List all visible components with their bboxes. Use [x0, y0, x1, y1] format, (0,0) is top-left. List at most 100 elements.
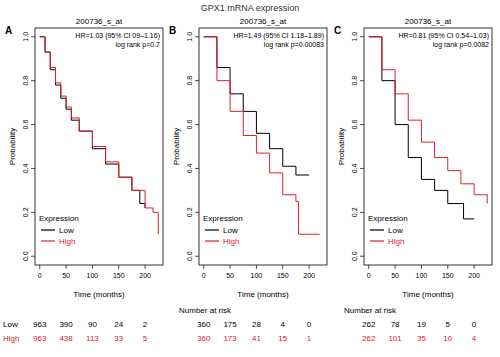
risk-count: 35 [417, 334, 426, 343]
plot-frame [364, 28, 492, 265]
x-axis-label: Time (months) [237, 290, 289, 299]
panel-title: 200736_s_at [76, 17, 123, 26]
x-tick-label: 50 [62, 272, 70, 279]
risk-count: 4 [472, 334, 477, 343]
panel: B200736_s_at0.00.20.40.60.81.00501001502… [169, 17, 327, 343]
y-tick [195, 256, 199, 257]
risk-count: 113 [86, 334, 99, 343]
risk-table-title: Number at risk [179, 306, 232, 315]
y-tick-label: 0.2 [351, 207, 358, 217]
y-tick-label: 0.2 [186, 207, 193, 217]
panel-title: 200736_s_at [240, 17, 287, 26]
risk-count: 1 [307, 334, 312, 343]
risk-row-label: High [3, 334, 19, 343]
x-tick-label: 0 [367, 272, 371, 279]
risk-count: 33 [114, 334, 123, 343]
risk-count: 41 [252, 334, 261, 343]
x-tick [230, 265, 231, 269]
risk-count: 175 [223, 320, 237, 329]
panel: A200736_s_at0.00.20.40.60.81.00501001502… [3, 17, 163, 343]
y-tick [31, 80, 35, 81]
risk-count: 2 [143, 320, 148, 329]
y-tick-label: 1.0 [186, 32, 193, 42]
y-tick-label: 0.0 [351, 251, 358, 261]
plot-area [40, 37, 159, 235]
legend-swatch [205, 229, 219, 230]
risk-count: 15 [278, 334, 287, 343]
x-tick [282, 265, 283, 269]
risk-count: 0 [307, 320, 312, 329]
risk-count: 360 [197, 334, 211, 343]
x-tick-label: 50 [226, 272, 234, 279]
survival-curve [369, 37, 488, 204]
risk-count: 78 [391, 320, 400, 329]
y-tick [360, 168, 364, 169]
y-tick [360, 124, 364, 125]
x-tick [92, 265, 93, 269]
risk-count: 173 [223, 334, 237, 343]
x-tick [256, 265, 257, 269]
y-tick-label: 0.6 [351, 120, 358, 130]
y-tick [195, 212, 199, 213]
y-tick [195, 124, 199, 125]
x-tick [203, 265, 204, 269]
x-tick-label: 50 [391, 272, 399, 279]
y-tick [360, 212, 364, 213]
y-tick [31, 124, 35, 125]
x-tick-label: 150 [277, 272, 289, 279]
panel: C200736_s_at0.00.20.40.60.81.00501001502… [334, 17, 492, 343]
y-tick-label: 0.8 [186, 76, 193, 86]
figure-title: GPX1 mRNA expression [201, 3, 300, 13]
risk-count: 963 [33, 320, 47, 329]
y-tick [195, 168, 199, 169]
annotation: log rank p=0.7 [115, 41, 160, 49]
x-tick-label: 200 [468, 272, 480, 279]
legend-swatch [370, 229, 384, 230]
risk-count: 360 [197, 320, 211, 329]
x-tick-label: 0 [202, 272, 206, 279]
y-axis-label: Probability [8, 128, 17, 165]
risk-count: 90 [88, 320, 97, 329]
risk-count: 24 [114, 320, 123, 329]
risk-count: 19 [417, 320, 426, 329]
legend-label: Low [59, 226, 74, 235]
x-tick [368, 265, 369, 269]
risk-table-title: Number at risk [344, 306, 397, 315]
legend-swatch [41, 240, 55, 241]
survival-curve [204, 37, 309, 175]
risk-count: 10 [443, 334, 452, 343]
legend-label: High [388, 237, 404, 246]
y-tick [360, 36, 364, 37]
y-tick [31, 212, 35, 213]
plot-area [204, 37, 320, 235]
plot-frame [35, 28, 163, 265]
legend-swatch [41, 229, 55, 230]
y-tick [31, 36, 35, 37]
y-tick-label: 0.6 [186, 120, 193, 130]
y-tick-label: 0.4 [186, 163, 193, 173]
plot-area [369, 37, 488, 219]
x-axis-label: Time (months) [402, 290, 454, 299]
x-tick [309, 265, 310, 269]
x-tick [39, 265, 40, 269]
y-tick [360, 256, 364, 257]
y-tick-label: 0.8 [22, 76, 29, 86]
annotation: HR=0.81 (95% CI 0.54–1.03) [399, 32, 489, 40]
y-tick [360, 80, 364, 81]
x-tick-label: 150 [442, 272, 454, 279]
risk-count: 262 [362, 334, 376, 343]
x-tick [474, 265, 475, 269]
x-axis-label: Time (months) [73, 290, 125, 299]
risk-count: 5 [143, 334, 148, 343]
survival-curve [40, 37, 159, 235]
x-tick-label: 0 [38, 272, 42, 279]
legend-title: Expression [39, 214, 79, 223]
annotation: log rank p=0.0082 [433, 41, 489, 49]
y-tick-label: 0.6 [22, 120, 29, 130]
x-tick [421, 265, 422, 269]
y-tick [31, 168, 35, 169]
legend-label: Low [388, 226, 403, 235]
y-tick [195, 36, 199, 37]
annotation: HR=1.49 (95% CI 1.18–1.89) [234, 32, 324, 40]
x-tick [395, 265, 396, 269]
